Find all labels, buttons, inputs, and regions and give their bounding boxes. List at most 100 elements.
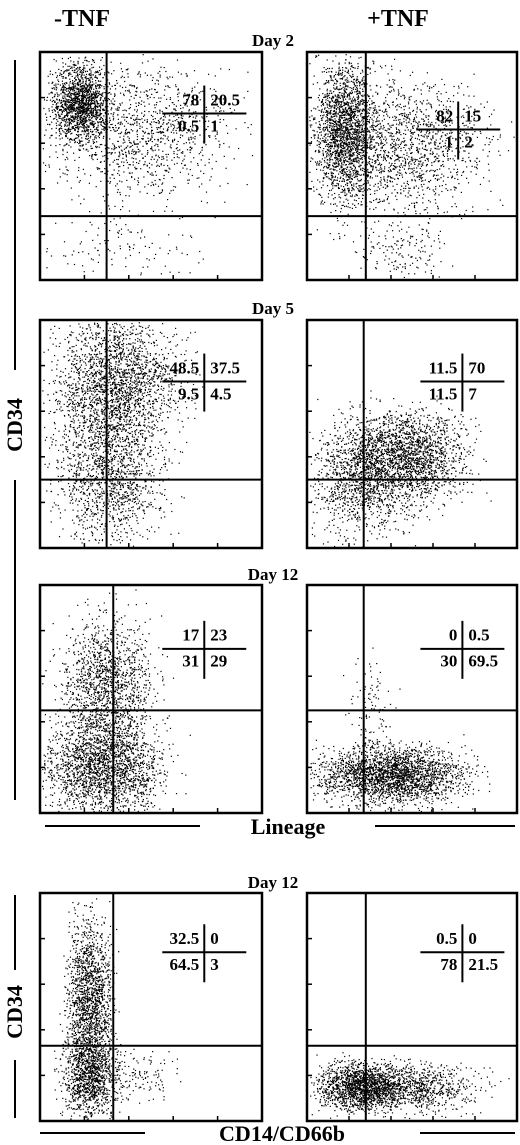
- event-dot: [353, 145, 355, 147]
- event-dot: [123, 135, 125, 137]
- event-dot: [78, 195, 80, 197]
- event-dot: [142, 131, 144, 133]
- event-dot: [399, 143, 402, 145]
- event-dot: [79, 104, 81, 106]
- event-dot: [400, 147, 402, 149]
- event-dot: [337, 128, 339, 130]
- event-dot: [59, 115, 61, 117]
- event-dot: [62, 97, 64, 99]
- event-dot: [310, 110, 312, 112]
- event-dot: [113, 177, 115, 179]
- event-dot: [335, 179, 337, 181]
- event-dot: [361, 185, 363, 187]
- event-dot: [393, 83, 395, 85]
- event-dot: [346, 193, 348, 195]
- event-dot: [358, 81, 360, 83]
- event-dot: [322, 203, 324, 205]
- event-dot: [108, 205, 110, 207]
- event-dot: [348, 93, 350, 95]
- event-dot: [335, 131, 337, 133]
- event-dot: [88, 79, 90, 81]
- event-dot: [151, 129, 153, 132]
- event-dot: [192, 121, 194, 123]
- event-dot: [81, 94, 83, 96]
- event-dot: [76, 92, 78, 94]
- event-dot: [79, 106, 81, 108]
- event-dot: [369, 142, 371, 144]
- event-dot: [129, 249, 131, 251]
- event-dot: [72, 99, 74, 101]
- event-dot: [66, 99, 68, 101]
- event-dot: [69, 129, 71, 131]
- event-dot: [124, 119, 126, 121]
- event-dot: [88, 87, 90, 89]
- event-dot: [134, 94, 136, 96]
- event-dot: [328, 193, 330, 195]
- event-dot: [104, 123, 106, 125]
- event-dot: [356, 136, 358, 138]
- event-dot: [60, 106, 62, 108]
- event-dot: [87, 102, 89, 104]
- event-dot: [89, 113, 91, 115]
- event-dot: [103, 126, 105, 128]
- event-dot: [330, 142, 332, 144]
- event-dot: [361, 158, 363, 161]
- event-dot: [339, 157, 341, 159]
- event-dot: [129, 142, 131, 144]
- event-dot: [354, 85, 356, 87]
- event-dot: [349, 145, 351, 147]
- event-dot: [81, 106, 83, 108]
- event-dot: [128, 245, 130, 248]
- event-dot: [354, 123, 356, 125]
- event-dot: [357, 63, 359, 65]
- event-dot: [344, 160, 346, 162]
- event-dot: [171, 102, 173, 104]
- event-dot: [79, 88, 81, 90]
- event-dot: [92, 239, 94, 241]
- event-dot: [185, 102, 188, 104]
- event-dot: [370, 165, 372, 167]
- event-dot: [350, 173, 352, 175]
- event-dot: [358, 101, 360, 103]
- event-dot: [154, 118, 156, 120]
- event-dot: [358, 190, 360, 193]
- event-dot: [58, 68, 60, 70]
- event-dot: [77, 127, 79, 129]
- event-dot: [74, 93, 76, 95]
- event-dot: [319, 194, 322, 196]
- event-dot: [362, 109, 365, 111]
- dot-plot: [309, 54, 515, 279]
- event-dot: [316, 164, 318, 166]
- event-dot: [326, 185, 329, 187]
- event-dot: [67, 95, 69, 97]
- event-dot: [140, 168, 142, 170]
- event-dot: [337, 94, 339, 96]
- event-dot: [362, 144, 364, 146]
- event-dot: [66, 143, 68, 146]
- event-dot: [328, 67, 331, 70]
- event-dot: [49, 156, 51, 158]
- dot-plot: [42, 54, 254, 276]
- event-dot: [162, 128, 165, 130]
- event-dot: [127, 68, 129, 70]
- event-dot: [169, 86, 171, 89]
- event-dot: [75, 94, 77, 96]
- event-dot: [331, 105, 333, 107]
- event-dot: [356, 88, 358, 90]
- event-dot: [189, 115, 191, 117]
- event-dot: [151, 136, 153, 139]
- event-dot: [58, 80, 60, 83]
- event-dot: [357, 118, 359, 120]
- event-dot: [147, 133, 149, 135]
- event-dot: [334, 101, 336, 103]
- event-dot: [354, 138, 356, 140]
- event-dot: [69, 82, 71, 84]
- event-dot: [202, 154, 204, 157]
- event-dot: [87, 99, 89, 101]
- event-dot: [382, 125, 385, 127]
- event-dot: [138, 71, 140, 73]
- event-dot: [55, 116, 57, 118]
- event-dot: [349, 192, 351, 194]
- event-dot: [81, 92, 83, 94]
- event-dot: [103, 115, 105, 117]
